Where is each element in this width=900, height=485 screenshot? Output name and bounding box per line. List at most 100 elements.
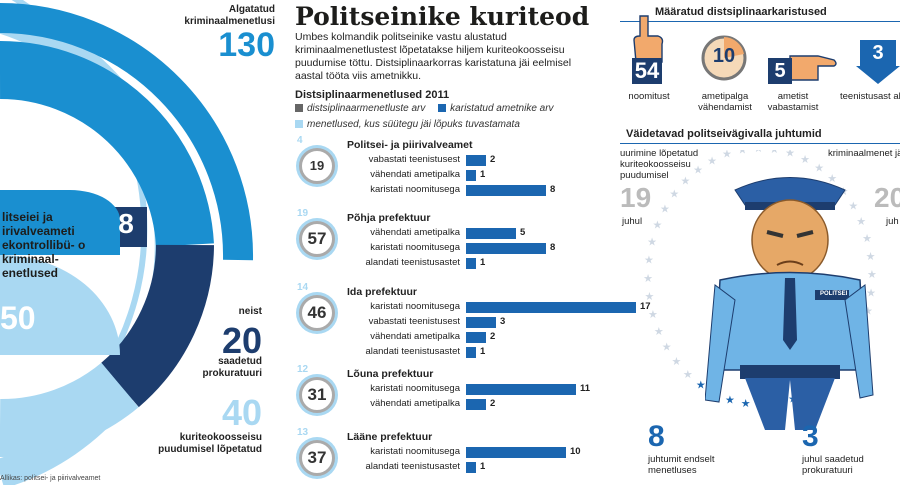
prefecture-charts: 19 4 Politsei- ja piirivalveamet vabastati …	[295, 0, 651, 485]
star-icon: ★	[693, 164, 703, 176]
star-icon: ★	[683, 369, 693, 381]
ring-40	[0, 362, 139, 457]
bar-value: 1	[480, 461, 486, 472]
bar-value: 17	[640, 301, 651, 312]
ring-20	[100, 244, 214, 408]
bar	[466, 155, 486, 166]
finger-icon	[633, 15, 664, 63]
badge-text: POLITSEI	[820, 291, 848, 297]
clock-icon	[701, 35, 747, 81]
bar-value: 11	[580, 383, 591, 394]
pointing-hand-icon	[789, 55, 837, 81]
bar-value: 2	[490, 331, 496, 342]
bar-value: 8	[550, 184, 556, 195]
source-line: Allikas: politsei- ja piirivalveamet	[0, 475, 101, 482]
case-rings-chart	[0, 0, 254, 485]
policeman-illustration	[705, 177, 874, 430]
violence-right-unit: juh	[886, 216, 899, 227]
violence-bottom-right-value: 3	[802, 420, 819, 453]
star-icon: ★	[867, 269, 877, 281]
prefecture-unproven-value: 14	[297, 282, 309, 293]
prefecture-name: Ida prefektuur	[347, 286, 418, 298]
penalty-value-5: 5	[768, 58, 792, 84]
legend-total: distsiplinaarmenetluste arv	[307, 103, 426, 114]
star-icon: ★	[785, 150, 795, 160]
violence-bottom-left-value: 8	[648, 420, 665, 453]
inner-mid-segment	[0, 190, 120, 255]
bar-label: karistati noomitusega	[370, 301, 460, 312]
violence-heading: Väidetavad politseivägivalla juhtumid	[626, 128, 822, 140]
value-102: 102	[0, 158, 57, 196]
star-icon: ★	[643, 273, 653, 285]
bar-value: 1	[480, 346, 486, 357]
star-icon: ★	[863, 305, 873, 317]
star-icon: ★	[800, 154, 810, 166]
star-icon: ★	[647, 237, 657, 249]
bar	[466, 317, 496, 328]
star-icon: ★	[660, 203, 670, 215]
page-title: Politseinike kuriteod	[295, 2, 590, 31]
intro-text: Umbes kolmandik politseinike vastu alust…	[295, 31, 572, 82]
star-icon: ★	[769, 150, 779, 156]
bar-label: vähendati ametipalka	[370, 227, 460, 238]
star-icon: ★	[644, 255, 654, 267]
bar-label: alandati teenistusastet	[365, 461, 460, 472]
label-40: kuriteokoosseisu puudumisel lõpetatud	[158, 432, 262, 455]
bar	[466, 243, 546, 254]
star-icon: ★	[862, 233, 872, 245]
bar-label: karistati noomitusega	[370, 242, 460, 253]
star-icon: ★	[644, 291, 654, 303]
prefecture-name: Lõuna prefektuur	[347, 368, 434, 380]
legend-swatch-blue	[438, 104, 447, 112]
prefecture-name: Politsei- ja piirivalveamet	[347, 139, 473, 151]
star-icon: ★	[866, 251, 876, 263]
prefecture-total-circle: 19	[299, 148, 335, 184]
label-20: saadetud prokuratuuri	[202, 356, 262, 379]
prefecture-name: Lääne prefektuur	[347, 431, 433, 443]
bar-value: 1	[480, 257, 486, 268]
bar-label: vähendati ametipalka	[370, 398, 460, 409]
bar-value: 2	[490, 154, 496, 165]
bar	[466, 347, 476, 358]
penalty-label-54: noomitust	[628, 91, 670, 102]
violence-bottom-left-text: juhtumit endselt menetluses	[648, 454, 715, 476]
legend-punished: karistatud ametnike arv	[450, 103, 554, 114]
legend-row-1: distsiplinaarmenetluste arv karistatud a…	[295, 103, 554, 114]
penalty-label-3: teenistusast alandamis	[840, 91, 900, 102]
star-icon: ★	[707, 155, 717, 167]
bar	[466, 447, 566, 458]
bar-label: vabastati teenistusest	[368, 316, 460, 327]
bar-value: 8	[550, 242, 556, 253]
legend-swatch-light	[295, 120, 303, 128]
bar	[466, 384, 576, 395]
neist-label: neist	[238, 306, 262, 317]
star-icon: ★	[848, 200, 858, 212]
prefecture-total-circle: 37	[299, 440, 335, 476]
prefecture-total-circle: 31	[299, 377, 335, 413]
penalties-rule	[620, 21, 900, 22]
penalty-value-54: 54	[632, 58, 662, 84]
star-icon: ★	[738, 150, 748, 157]
bar-label: karistati noomitusega	[370, 446, 460, 457]
legend-unproven: menetlused, kus süütegu jäi lõpuks tuvas…	[307, 119, 520, 130]
bar	[466, 170, 476, 181]
star-icon: ★	[662, 342, 672, 354]
bar	[466, 228, 516, 239]
value-50: 50	[0, 300, 36, 336]
penalties-heading: Määratud distsiplinaarkaristused	[655, 6, 827, 18]
star-icon: ★	[814, 162, 824, 174]
star-icon: ★	[725, 394, 735, 406]
penalty-label-5: ametist vabastamist	[767, 91, 819, 113]
star-icon: ★	[856, 216, 866, 228]
star-icon: ★	[753, 150, 763, 155]
star-icon: ★	[741, 398, 751, 410]
prefecture-unproven-value: 4	[297, 135, 303, 146]
prefecture-unproven-value: 13	[297, 427, 309, 438]
violence-right-text: kriminaalmenet jäetud alust	[828, 148, 900, 159]
bar	[466, 399, 486, 410]
legend-swatch-grey	[295, 104, 303, 112]
bar-label: karistati noomitusega	[370, 184, 460, 195]
prefecture-unproven-value: 19	[297, 208, 309, 219]
penalty-value-10: 10	[712, 45, 736, 67]
penalty-value-3: 3	[872, 42, 884, 64]
